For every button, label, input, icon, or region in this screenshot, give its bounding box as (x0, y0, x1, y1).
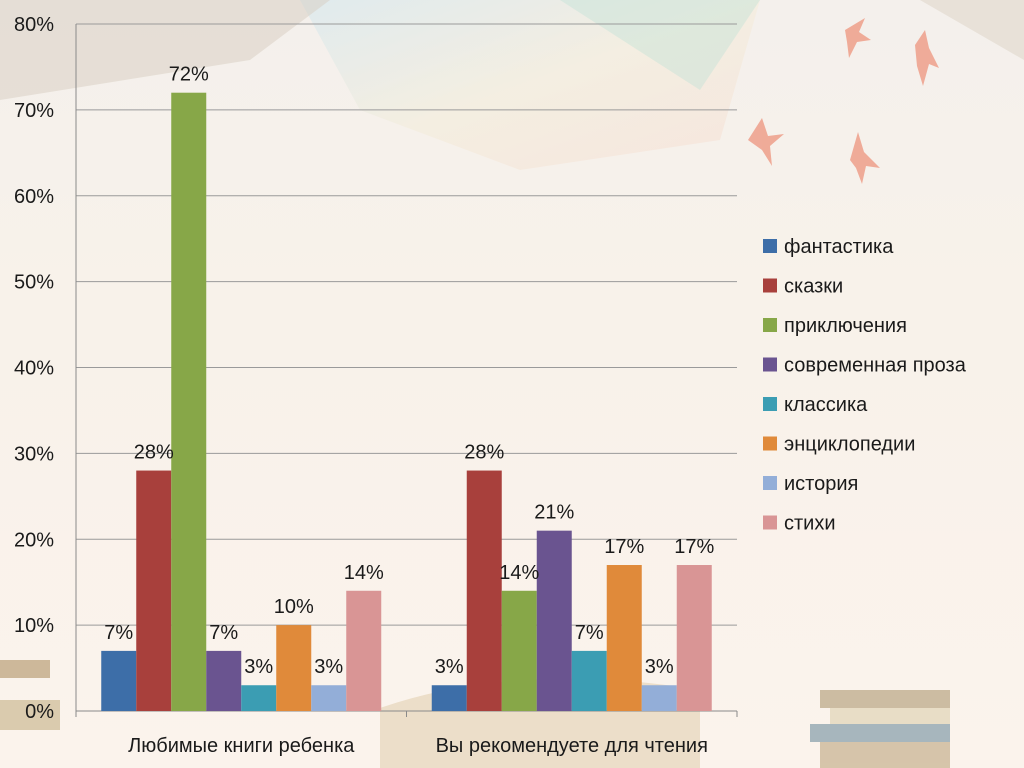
data-label: 17% (604, 536, 644, 558)
bar-6-2 (606, 565, 642, 711)
legend-swatch (763, 239, 777, 253)
bird-icons (748, 18, 939, 184)
legend-label: фантастика (784, 236, 894, 258)
bar-3-2 (501, 590, 537, 711)
bar-8-2 (676, 565, 712, 711)
data-label: 21% (534, 502, 574, 524)
legend-label: история (784, 473, 858, 495)
bar-2-1 (136, 470, 172, 711)
legend-label: стихи (784, 513, 836, 535)
data-label: 14% (499, 562, 539, 584)
y-tick-label: 10% (14, 615, 54, 637)
data-label: 7% (209, 622, 238, 644)
bar-1-2 (431, 685, 467, 711)
y-tick-label: 70% (14, 100, 54, 122)
y-tick-label: 20% (14, 529, 54, 551)
legend-swatch (763, 397, 777, 411)
legend-swatch (763, 278, 777, 293)
bar-4-2 (536, 530, 572, 711)
y-tick-label: 0% (25, 701, 54, 723)
legend-label: современная проза (784, 355, 967, 377)
bars (101, 92, 712, 711)
category-label: Любимые книги ребенка (128, 735, 355, 757)
category-label: Вы рекомендуете для чтения (436, 735, 708, 757)
data-label: 3% (314, 656, 343, 678)
bar-8-1 (346, 590, 382, 711)
bar-6-1 (276, 625, 312, 711)
legend-swatch (763, 476, 777, 490)
legend-swatch (763, 515, 777, 530)
legend-label: сказки (784, 276, 843, 298)
bar-7-1 (311, 685, 347, 711)
legend-swatch (763, 318, 777, 332)
bar-3-1 (171, 92, 207, 711)
legend-label: энциклопедии (784, 434, 915, 456)
bar-7-2 (641, 685, 677, 711)
bar-1-1 (101, 650, 137, 711)
legend-swatch (763, 436, 777, 451)
legend: фантастика сказки приключения современная п… (763, 236, 967, 535)
legend-label: классика (784, 394, 868, 416)
bar-2-2 (466, 470, 502, 711)
data-labels: 7% 28% 72% 7% 3% 10% 3% 14% 3% 28% 14% 21% 7% 17% 3% 17… (104, 64, 714, 679)
data-label: 72% (169, 64, 209, 86)
data-label: 17% (674, 536, 714, 558)
y-tick-label: 60% (14, 186, 54, 208)
legend-label: приключения (784, 315, 907, 337)
bar-5-2 (571, 650, 607, 711)
data-label: 3% (645, 656, 674, 678)
data-label: 28% (134, 442, 174, 464)
data-label: 7% (104, 622, 133, 644)
data-label: 14% (344, 562, 384, 584)
bar-5-1 (241, 685, 277, 711)
data-label: 3% (244, 656, 273, 678)
y-tick-label: 40% (14, 358, 54, 380)
y-axis-ticks: 0% 10% 20% 30% 40% 50% 60% 70% 80% (14, 14, 54, 723)
data-label: 10% (274, 596, 314, 618)
legend-swatch (763, 357, 777, 372)
y-tick-label: 50% (14, 272, 54, 294)
bar-4-1 (206, 650, 242, 711)
data-label: 7% (575, 622, 604, 644)
data-label: 3% (435, 656, 464, 678)
y-tick-label: 80% (14, 14, 54, 36)
category-labels: Любимые книги ребенка Вы рекомендуете для… (128, 735, 708, 757)
y-tick-label: 30% (14, 443, 54, 465)
data-label: 28% (464, 442, 504, 464)
